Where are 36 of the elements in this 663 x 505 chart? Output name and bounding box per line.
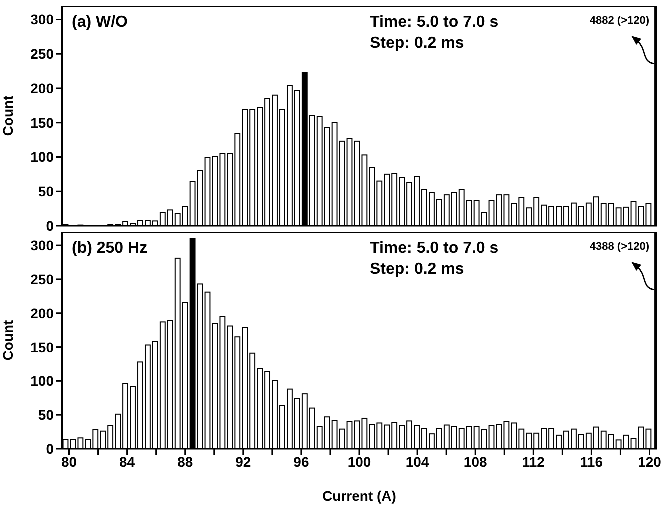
x-tick-label: 88 (178, 454, 194, 470)
y-tick-label: 150 (30, 339, 54, 356)
y-tick-label: 100 (30, 373, 54, 390)
y-tick-label: 200 (30, 305, 54, 322)
y-axis-title: Count (0, 95, 16, 136)
x-tick-label: 120 (638, 454, 662, 470)
y-tick-label: 0 (46, 218, 54, 234)
x-tick-label: 92 (236, 454, 252, 470)
text: (b) 250 Hz (72, 240, 148, 258)
x-tick-label: 100 (348, 454, 372, 470)
x-tick-label: 104 (406, 454, 430, 470)
annotation: Time: 5.0 to 7.0 s (370, 240, 499, 258)
annotation: Time: 5.0 to 7.0 s (370, 14, 499, 32)
x-tick-label: 80 (61, 454, 78, 470)
annotation: Step: 0.2 ms (370, 261, 464, 279)
y-tick-label: 200 (30, 80, 54, 96)
y-tick-label: 50 (38, 407, 54, 424)
ref-line-label: 4882 (>120) (590, 15, 650, 27)
x-axis-title: Current (A) (322, 488, 396, 504)
annotation: Step: 0.2 ms (370, 35, 464, 53)
y-tick-label: 50 (38, 184, 54, 200)
y-tick-label: 300 (30, 238, 54, 254)
x-tick-label: 116 (580, 454, 604, 470)
y-tick-label: 250 (30, 46, 54, 62)
text: (a) W/O (72, 14, 128, 32)
y-axis-title: Count (0, 320, 16, 361)
y-tick-label: 0 (46, 440, 54, 457)
x-tick-label: 84 (120, 454, 136, 470)
y-tick-label: 300 (30, 12, 54, 28)
y-tick-label: 150 (30, 114, 54, 131)
x-tick-label: 96 (294, 454, 310, 470)
x-tick-label: 112 (522, 454, 546, 470)
x-tick-label: 108 (464, 454, 488, 470)
y-tick-label: 100 (30, 149, 54, 166)
y-tick-label: 250 (30, 271, 54, 288)
ref-line-label: 4388 (>120) (590, 241, 650, 253)
